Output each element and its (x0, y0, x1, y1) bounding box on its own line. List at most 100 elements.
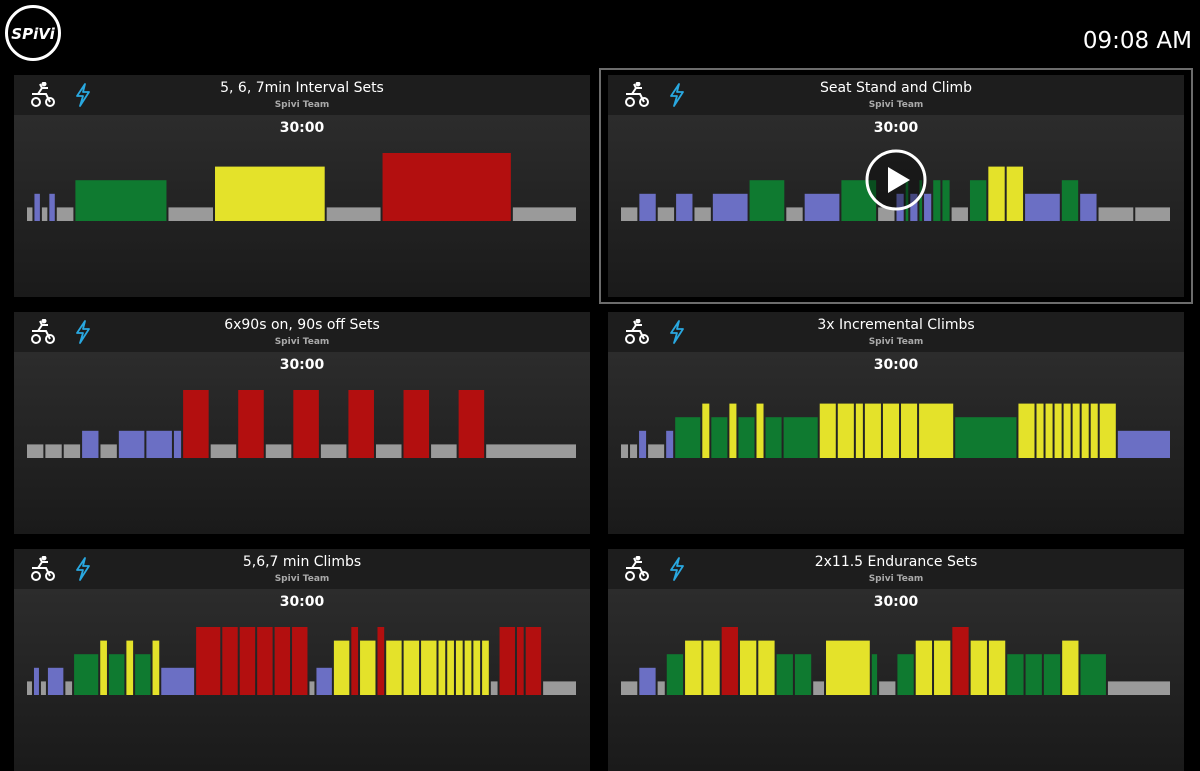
zone-bar (739, 640, 757, 695)
zone-bar (915, 640, 933, 695)
workout-card[interactable]: 2x11.5 Endurance Sets Spivi Team 30:00 (608, 549, 1184, 771)
workout-author: Spivi Team (868, 574, 924, 584)
zone-bar (126, 640, 134, 695)
workout-title: 5,6,7 min Climbs (242, 554, 362, 570)
zone-bar (924, 193, 932, 221)
zone-bar (630, 444, 638, 458)
zone-bar (161, 667, 195, 695)
zone-bar (657, 207, 675, 221)
zone-bar (841, 180, 877, 221)
zone-bar (804, 193, 840, 221)
zone-bar (293, 390, 319, 458)
card-icons (625, 318, 684, 344)
zone-bar (464, 640, 472, 695)
zone-bar (1054, 403, 1062, 458)
zone-bar (1061, 180, 1079, 221)
zone-bar (702, 403, 710, 458)
card-icons (625, 555, 684, 581)
zone-bar (1117, 430, 1170, 458)
zone-bar (215, 166, 325, 221)
zone-bar (783, 417, 818, 458)
zone-bar (274, 627, 291, 695)
zone-bar (952, 627, 969, 695)
workout-card[interactable]: 5, 6, 7min Interval Sets Spivi Team 30:00 (14, 75, 590, 297)
zone-bar (1036, 403, 1044, 458)
zone-bar (351, 627, 359, 695)
zone-bar (525, 627, 542, 695)
zone-bar (49, 193, 55, 221)
zone-bar (100, 444, 117, 458)
zone-bar (499, 627, 515, 695)
zone-bar (905, 180, 909, 221)
zone-bar (458, 390, 485, 458)
zone-bar (712, 193, 748, 221)
zone-bar (375, 444, 402, 458)
zone-bar (482, 640, 489, 695)
card-icons (31, 555, 90, 581)
zone-bar (1135, 207, 1170, 221)
zone-bar (65, 681, 73, 695)
zone-bar (1072, 403, 1080, 458)
zone-bar (222, 627, 238, 695)
icons (28, 555, 98, 586)
icons (622, 318, 692, 349)
zone-bar (382, 153, 511, 221)
zone-bar (41, 207, 48, 221)
zone-bar (910, 193, 918, 221)
zone-bar (56, 207, 74, 221)
zone-bar (490, 681, 498, 695)
zone-bar (758, 640, 775, 695)
zone-bar (756, 403, 764, 458)
zone-bar (403, 640, 420, 695)
zone-bar (855, 403, 863, 458)
zone-bar (765, 417, 782, 458)
zone-bar (621, 207, 638, 221)
workout-author: Spivi Team (868, 100, 924, 110)
zone-bar (40, 681, 46, 695)
card-icons (31, 81, 90, 107)
zone-bar (749, 180, 785, 221)
zone-bar (1090, 403, 1098, 458)
workout-card[interactable]: 3x Incremental Climbs Spivi Team 30:00 (608, 312, 1184, 534)
zone-bar (196, 627, 221, 695)
workout-profile (27, 153, 576, 221)
zone-bar (455, 640, 463, 695)
icons (622, 81, 692, 112)
zone-bar (988, 166, 1005, 221)
workout-card[interactable]: Seat Stand and Climb Spivi Team 30:00 (599, 68, 1193, 304)
zone-bar (257, 627, 273, 695)
card-body: 30:00 (14, 115, 590, 297)
zone-bar (1018, 403, 1035, 458)
workout-duration: 30:00 (279, 120, 325, 136)
zone-bar (878, 207, 895, 221)
zone-bar (919, 403, 954, 458)
workout-profile (27, 627, 576, 695)
zone-bar (27, 207, 33, 221)
zone-bar (1025, 193, 1060, 221)
zone-bar (901, 403, 918, 458)
workout-title: 3x Incremental Climbs (817, 317, 975, 333)
workout-author: Spivi Team (274, 337, 330, 347)
workout-title: 5, 6, 7min Interval Sets (220, 80, 384, 96)
zone-bar (265, 444, 292, 458)
zone-bar (238, 390, 264, 458)
zone-bar (45, 444, 62, 458)
zone-bar (33, 667, 39, 695)
workout-card[interactable]: 6x90s on, 90s off Sets Spivi Team 30:00 (14, 312, 590, 534)
zone-bar (183, 390, 209, 458)
zone-bar (826, 640, 870, 695)
workout-author: Spivi Team (274, 574, 330, 584)
zone-bar (729, 403, 737, 458)
play-button[interactable] (864, 148, 928, 212)
zone-bar (933, 180, 941, 221)
workout-duration: 30:00 (873, 594, 919, 610)
screen: SPiVi 09:08 AM (() => { const data = JSO… (5, 5, 1193, 771)
zone-bar (1006, 166, 1024, 221)
logo[interactable]: SPiVi (5, 5, 61, 61)
workout-card[interactable]: 5,6,7 min Climbs Spivi Team 30:00 (14, 549, 590, 771)
zone-bar (621, 681, 638, 695)
zone-bar (819, 403, 836, 458)
workout-duration: 30:00 (279, 357, 325, 373)
zone-bar (82, 430, 99, 458)
zone-bar (118, 430, 145, 458)
